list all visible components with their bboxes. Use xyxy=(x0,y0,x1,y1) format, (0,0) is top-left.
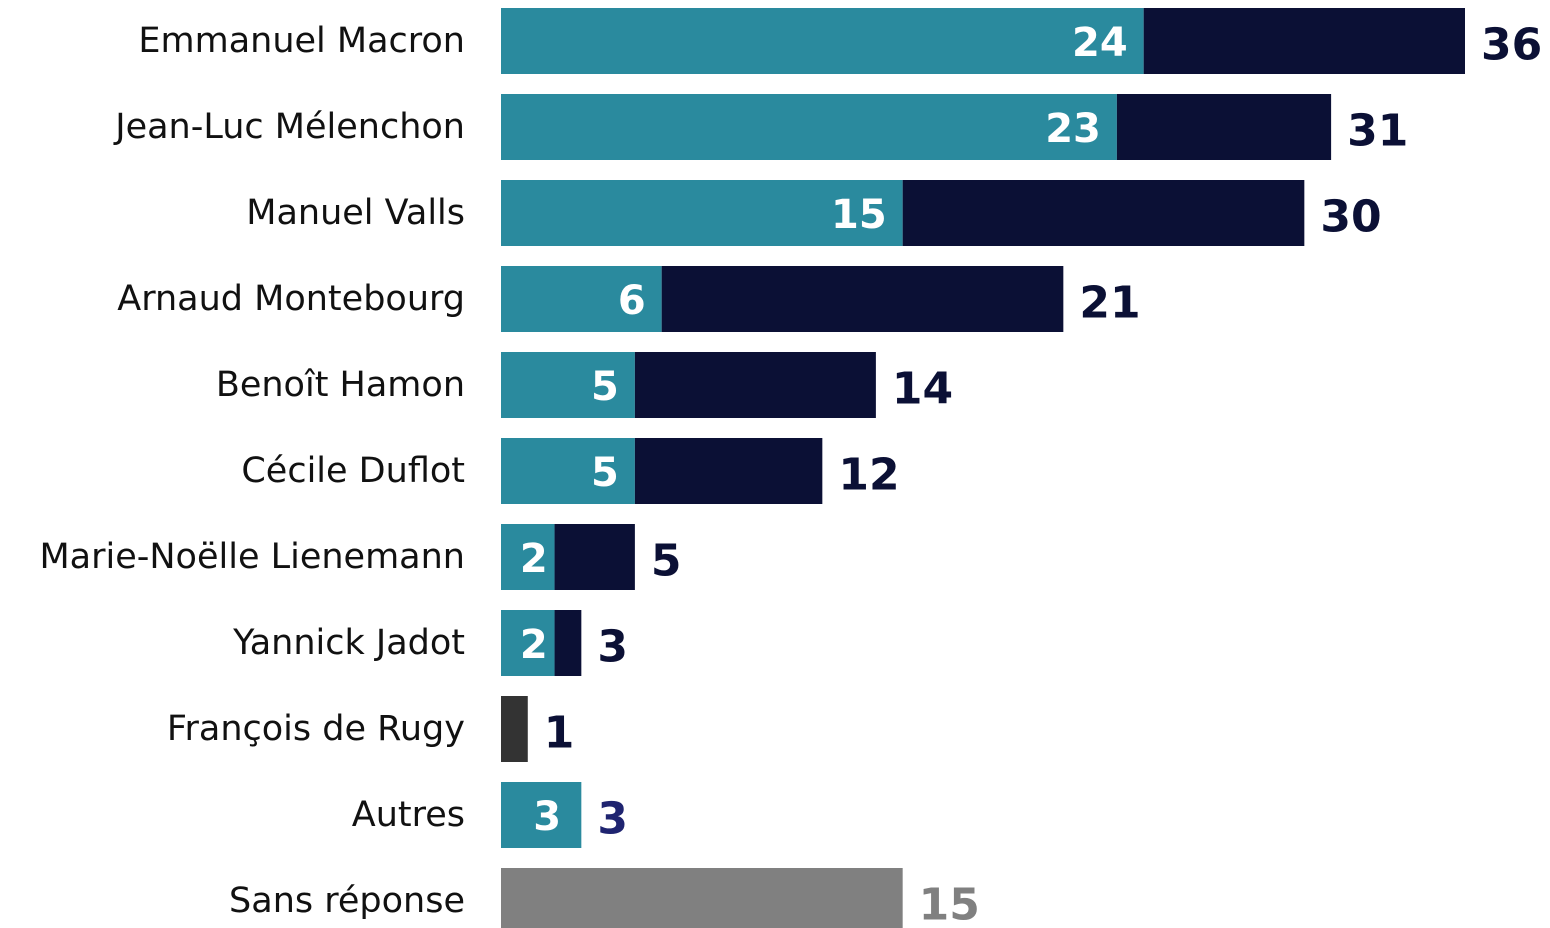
bar-segment xyxy=(501,438,635,504)
category-label: Marie-Noëlle Lienemann xyxy=(39,537,465,577)
category-label: Arnaud Montebourg xyxy=(117,279,465,319)
total-label: 3 xyxy=(597,794,628,845)
category-label: Benoît Hamon xyxy=(216,365,465,405)
segment-label: 3 xyxy=(533,794,561,840)
bar-segment xyxy=(501,352,635,418)
total-label: 1 xyxy=(544,708,575,759)
bar-segment xyxy=(1116,94,1332,160)
segment-label: 2 xyxy=(520,622,548,668)
segment-label: 6 xyxy=(618,278,646,324)
total-label: 31 xyxy=(1347,106,1408,157)
category-label: Yannick Jadot xyxy=(232,623,465,663)
segment-label: 15 xyxy=(831,192,887,238)
total-label: 12 xyxy=(838,450,899,501)
segment-label: 5 xyxy=(591,450,619,496)
category-label: Autres xyxy=(352,795,465,835)
bar-segment xyxy=(634,438,823,504)
category-label: Sans réponse xyxy=(229,881,465,921)
bar-segment xyxy=(1143,8,1465,74)
bar-segment xyxy=(554,610,582,676)
segment-label: 23 xyxy=(1045,106,1101,152)
bar-segment xyxy=(501,180,903,246)
category-label: Jean-Luc Mélenchon xyxy=(113,107,465,147)
total-label: 15 xyxy=(919,880,980,928)
category-label: Manuel Valls xyxy=(246,193,465,233)
segment-label: 24 xyxy=(1072,20,1128,66)
bar-segment xyxy=(501,266,662,332)
segment-label: 5 xyxy=(591,364,619,410)
total-label: 21 xyxy=(1079,278,1140,329)
total-label: 3 xyxy=(597,622,628,673)
total-label: 30 xyxy=(1320,192,1381,243)
bar-segment xyxy=(501,610,555,676)
bar-segment xyxy=(501,696,528,762)
total-label: 14 xyxy=(892,364,953,415)
category-label: François de Rugy xyxy=(167,709,465,749)
category-label: Cécile Duflot xyxy=(241,451,465,491)
category-label: Emmanuel Macron xyxy=(138,21,465,61)
bar-segment xyxy=(501,782,582,848)
total-label: 36 xyxy=(1481,20,1542,71)
bar-segment xyxy=(501,524,555,590)
bar-segment xyxy=(501,94,1117,160)
bar-segment xyxy=(554,524,635,590)
bar-segment xyxy=(501,8,1144,74)
bar-segment xyxy=(634,352,876,418)
bar-segment xyxy=(661,266,1064,332)
total-label: 5 xyxy=(651,536,682,587)
bar-segment xyxy=(501,868,903,928)
segment-label: 2 xyxy=(520,536,548,582)
bar-segment xyxy=(902,180,1305,246)
